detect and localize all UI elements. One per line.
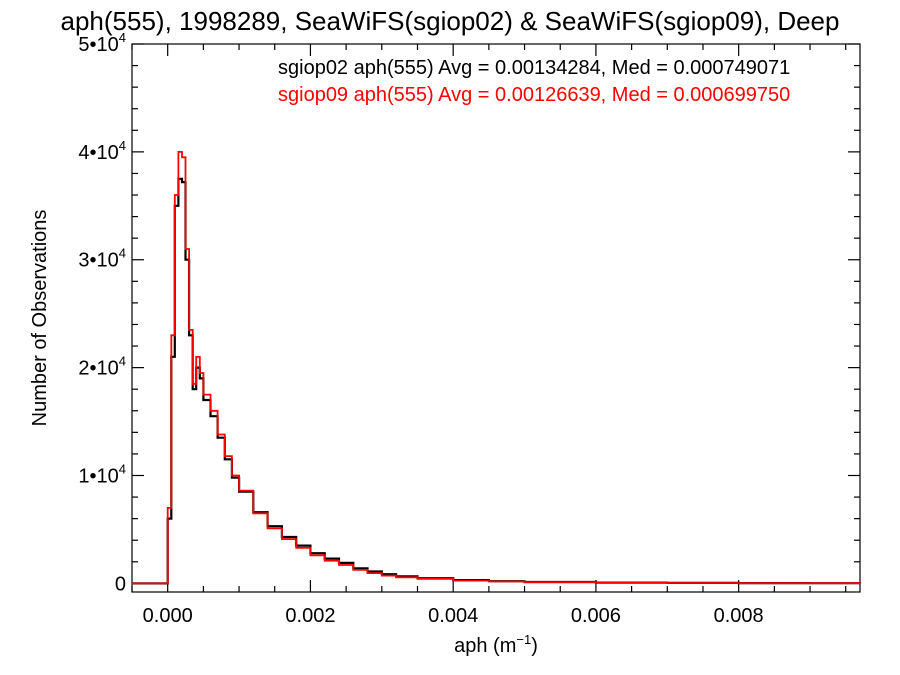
x-tick-label: 0.008 [714,605,764,627]
plot-frame [131,43,861,593]
y-axis-label: Number of Observations [29,210,51,427]
y-tick-label: 5•104 [78,30,126,56]
chart-title: aph(555), 1998289, SeaWiFS(sgiop02) & Se… [61,6,840,36]
x-axis-label-main: aph (m [454,635,516,657]
legend-entry-sgiop09: sgiop09 aph(555) Avg = 0.00126639, Med =… [278,84,790,106]
x-tick-label: 0.000 [143,605,193,627]
y-tick-label-base: 2•10 [78,358,118,380]
series-line-sgiop09 [132,151,861,585]
y-tick-label: 4•104 [78,138,126,164]
y-tick-label: 3•104 [78,246,126,272]
series-group [132,151,862,585]
y-tick-label-exponent: 4 [119,30,126,45]
x-tick-label: 0.006 [571,605,621,627]
x-axis-label-sup: −1 [516,632,531,647]
y-tick-label-base: 0 [115,573,126,595]
y-tick-label-base: 5•10 [78,34,118,56]
y-tick-label-base: 3•10 [78,250,118,272]
y-tick-label-base: 1•10 [78,465,118,487]
y-tick-label: 1•104 [78,461,126,487]
x-tick-label: 0.002 [285,605,335,627]
tick-labels: 0.000 0.002 0.004 0.006 0.00801•1042•1043•10… [78,30,763,627]
y-tick-label: 0 [115,573,126,595]
y-tick-label-exponent: 4 [119,246,126,261]
axis-ticks [131,43,860,592]
x-axis-label: aph (m−1) [454,632,538,657]
y-tick-label: 2•104 [78,354,126,380]
y-tick-label-exponent: 4 [119,461,126,476]
x-tick-label: 0.004 [428,605,478,627]
y-tick-label-exponent: 4 [119,354,126,369]
legend-entry-sgiop02: sgiop02 aph(555) Avg = 0.00134284, Med =… [278,57,790,79]
x-axis-label-close: ) [531,635,538,657]
y-tick-label-exponent: 4 [119,138,126,153]
y-tick-label-base: 4•10 [78,142,118,164]
series-line-sgiop02 [132,177,862,585]
